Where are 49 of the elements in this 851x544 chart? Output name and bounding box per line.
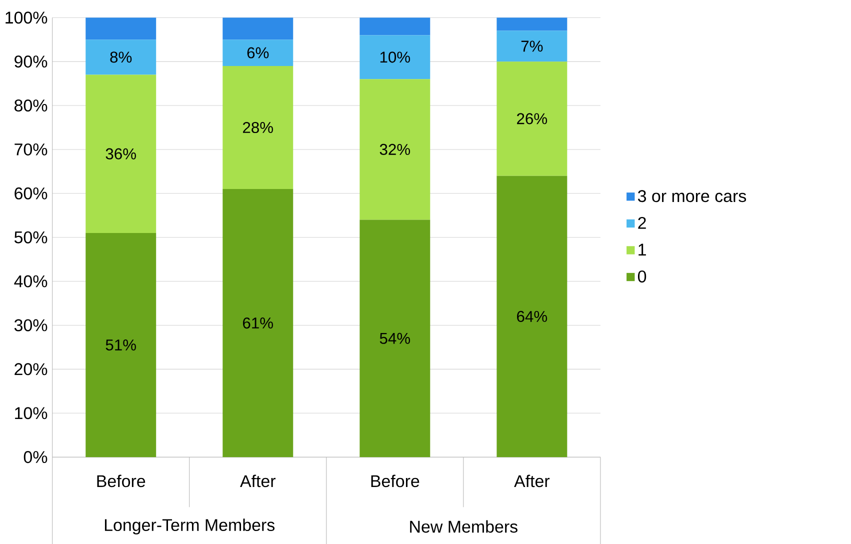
data-label: 36% [106,148,136,160]
data-label: 8% [110,51,132,63]
data-label: 26% [517,112,548,124]
bar [222,39,294,66]
bar [222,17,294,40]
bar [360,78,430,220]
y-tick-label: 80% [14,99,48,112]
y-tick-label: 60% [14,187,48,200]
legend-label: 2 [638,216,646,229]
x-tick-label: After [240,474,276,487]
text: New Members [410,520,518,533]
bar [86,74,156,233]
y-tick-label: 40% [14,275,48,288]
y-tick-label: 50% [14,231,48,244]
bar [86,17,156,40]
bar [360,220,430,457]
x-tick-label: Before [97,474,146,487]
data-label: 32% [380,144,410,155]
y-tick-label: 90% [14,55,48,68]
data-label: 61% [243,317,273,328]
x-tick-label: Before [371,474,420,487]
y-tick-label: 100% [6,11,48,24]
legend-label: 0 [638,270,646,282]
data-label: 6% [247,47,269,58]
bar [496,176,568,457]
legend-label: 1 [638,244,646,256]
bar [496,17,568,31]
bar [496,30,568,62]
data-label: 64% [517,310,548,322]
y-tick-label: 70% [14,143,48,156]
data-label: 7% [521,40,543,52]
bar [86,39,156,75]
data-label: 28% [242,122,273,133]
data-label: 10% [380,51,410,63]
x-tick-label: After [514,474,550,487]
bar [360,17,430,36]
bar [222,188,294,457]
data-label: 51% [106,339,136,350]
bar [496,61,568,176]
y-tick-label: 0% [24,450,48,463]
y-tick-label: 20% [14,363,48,376]
text: Longer-Term Members [104,518,275,534]
legend-label: 3 or more cars [638,190,746,202]
y-tick-label: 10% [15,406,48,419]
data-label: 54% [380,332,410,344]
y-tick-label: 30% [14,319,48,332]
bar [360,35,430,79]
bar [222,66,294,189]
bar [86,232,156,457]
